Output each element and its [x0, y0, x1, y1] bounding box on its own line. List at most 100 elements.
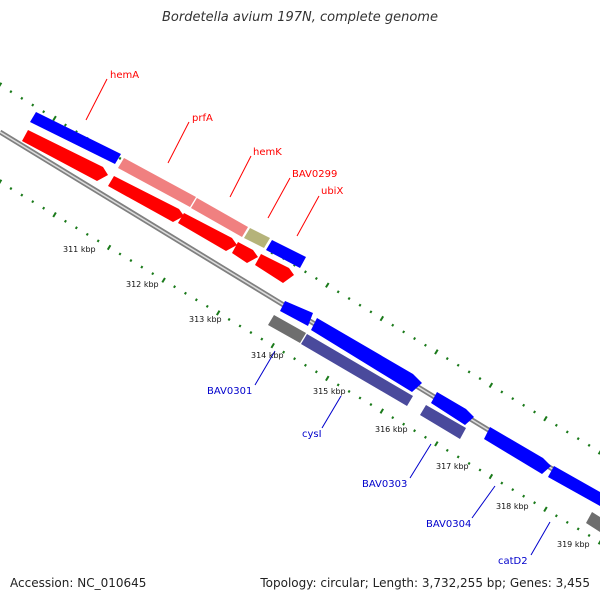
- inner-track-tick: [325, 375, 330, 382]
- inner-track-tick: [522, 494, 526, 498]
- gene-label-BAV0299: BAV0299: [292, 169, 337, 180]
- inner-track-tick: [238, 324, 242, 328]
- kbp-label-314: 314 kbp: [251, 351, 284, 360]
- hemA-leader: [85, 78, 108, 121]
- inner-track-tick: [533, 501, 537, 505]
- inner-track-tick: [336, 383, 340, 387]
- red-feature-3[interactable]: [178, 213, 237, 251]
- outer-track-tick: [576, 437, 580, 441]
- kbp-labels: 311 kbp 312 kbp 313 kbp 314 kbp 315 kbp …: [63, 245, 590, 549]
- hemK-leader: [229, 155, 252, 198]
- inner-track-tick: [118, 252, 122, 256]
- outer-track-tick: [456, 363, 460, 367]
- inner-track-tick: [161, 277, 166, 283]
- red-feature-4[interactable]: [232, 242, 258, 263]
- catD2-leader: [530, 521, 551, 556]
- cysI-purple[interactable]: [301, 334, 413, 406]
- inner-track-tick: [500, 481, 504, 485]
- inner-track-tick: [63, 219, 67, 223]
- inner-track-tick: [74, 226, 78, 230]
- BAV0299-leader: [267, 177, 291, 219]
- inner-track-tick: [85, 232, 89, 236]
- inner-track-tick: [314, 370, 318, 374]
- outer-track-tick: [445, 357, 449, 361]
- hemK-feature[interactable]: [191, 198, 248, 237]
- inner-track-tick: [379, 408, 385, 414]
- inner-track-tick: [227, 317, 231, 321]
- outer-track-tick: [358, 303, 362, 307]
- BAV0304-cds[interactable]: [484, 427, 551, 474]
- outer-track-tick: [554, 423, 558, 427]
- inner-track-tick: [9, 187, 13, 191]
- hemA-cds[interactable]: [30, 112, 121, 164]
- kbp-label-319: 319 kbp: [557, 540, 590, 549]
- inner-track-tick: [31, 200, 35, 204]
- inner-track-tick: [140, 265, 144, 269]
- outer-track-tick: [0, 82, 3, 87]
- outer-track-tick: [9, 90, 13, 94]
- inner-track-tick: [488, 473, 494, 480]
- BAV0301-arrow[interactable]: [280, 301, 313, 326]
- outer-track-tick: [413, 337, 417, 341]
- catD2-cds[interactable]: [548, 466, 600, 506]
- gene-label-ubiX: ubiX: [321, 186, 343, 197]
- outer-track-tick: [511, 397, 515, 401]
- inner-track-tick: [20, 193, 24, 197]
- ubiX-cds[interactable]: [266, 240, 306, 268]
- outer-track-tick: [20, 96, 24, 100]
- forward-feature-track: [30, 112, 306, 268]
- inner-track-tick: [402, 422, 406, 426]
- gene-label-hemA: hemA: [110, 70, 139, 81]
- BAV0299-feature[interactable]: [244, 228, 270, 248]
- red-feature-5[interactable]: [255, 254, 294, 283]
- inner-track-tick: [391, 416, 395, 420]
- inner-track-tick: [576, 527, 580, 531]
- map-title: Bordetella avium 197N, complete genome: [162, 10, 438, 25]
- gene-label-prfA: prfA: [192, 113, 213, 124]
- red-feature-2[interactable]: [108, 176, 184, 222]
- outer-track-tick: [434, 349, 439, 355]
- kbp-label-316: 316 kbp: [375, 425, 408, 434]
- BAV0301-leader: [254, 350, 276, 386]
- kbp-label-312: 312 kbp: [126, 280, 159, 289]
- outer-track-tick: [565, 430, 569, 434]
- outer-track-tick: [325, 282, 330, 288]
- gene-label-catD2: catD2: [498, 556, 528, 567]
- red-feature-1[interactable]: [22, 130, 108, 181]
- outer-track-tick: [423, 343, 427, 347]
- gray-feature-2[interactable]: [586, 512, 600, 532]
- inner-track-tick: [597, 540, 600, 545]
- outer-track-tick: [587, 443, 591, 447]
- topology-text: Topology: circular; Length: 3,732,255 bp…: [260, 576, 590, 590]
- inner-track-tick: [347, 389, 351, 393]
- outer-track-tick: [369, 310, 373, 314]
- inner-track-tick: [423, 435, 427, 439]
- inner-track-tick: [554, 514, 558, 518]
- inner-track-tick: [467, 461, 471, 465]
- inner-track-tick: [303, 363, 307, 367]
- prfA-feature[interactable]: [118, 158, 196, 207]
- prfA-leader: [167, 121, 190, 164]
- ubiX-leader: [296, 195, 320, 237]
- inner-track-tick: [478, 468, 482, 472]
- gray-feature-1[interactable]: [268, 315, 306, 343]
- outer-track-tick: [402, 330, 406, 334]
- inner-track-tick: [205, 304, 209, 308]
- inner-dotted-track: [0, 179, 600, 545]
- kbp-label-311: 311 kbp: [63, 245, 96, 254]
- cysI-cds[interactable]: [311, 318, 422, 392]
- BAV0303-cds[interactable]: [431, 392, 474, 425]
- reverse-cds-track: [280, 301, 600, 506]
- BAV0303-purple[interactable]: [420, 405, 466, 439]
- inner-track-tick: [173, 285, 177, 289]
- inner-track-tick: [511, 488, 515, 492]
- inner-track-tick: [0, 179, 3, 184]
- accession-text: Accession: NC_010645: [10, 576, 147, 590]
- outer-track-tick: [533, 410, 537, 414]
- outer-track-tick: [597, 450, 600, 455]
- gene-label-cysI: cysI: [302, 429, 322, 440]
- inner-track-tick: [282, 350, 286, 354]
- outer-dotted-track: [0, 82, 600, 455]
- inner-track-tick: [52, 211, 57, 218]
